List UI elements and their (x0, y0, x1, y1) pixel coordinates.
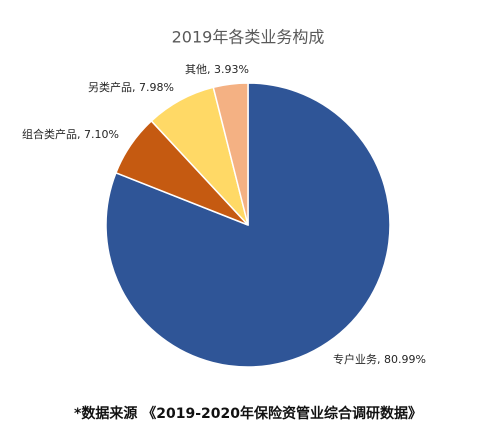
data-label: 专户业务, 80.99% (333, 352, 426, 366)
chart-title: 2019年各类业务构成 (172, 28, 325, 47)
source-note: *数据来源 《2019-2020年保险资管业综合调研数据》 (74, 405, 422, 422)
data-label: 组合类产品, 7.10% (22, 127, 119, 141)
data-label: 其他, 3.93% (185, 63, 249, 76)
pie-slice (212, 82, 249, 226)
data-label: 另类产品, 7.98% (88, 80, 174, 94)
